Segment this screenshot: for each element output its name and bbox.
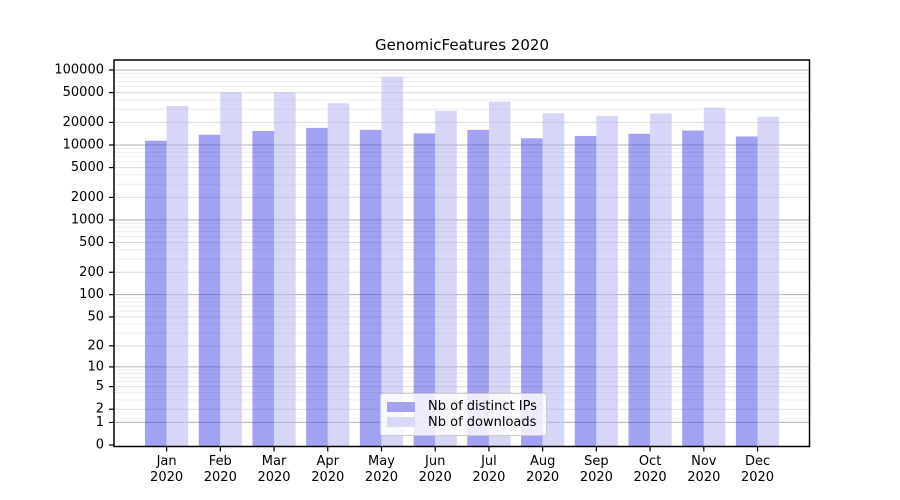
bar-dec-downloads bbox=[757, 116, 780, 446]
y-tick-label-500: 500 bbox=[79, 235, 104, 250]
bar-jan-downloads bbox=[166, 106, 189, 446]
y-tick-label-50: 50 bbox=[87, 309, 104, 324]
legend-item-downloads: Nb of downloads bbox=[387, 415, 538, 430]
y-tick-label-10000: 10000 bbox=[63, 137, 104, 152]
bar-jul-downloads bbox=[488, 101, 511, 446]
bar-sep-distinct-ips bbox=[574, 135, 597, 447]
y-tick-label-1: 1 bbox=[96, 415, 104, 430]
y-tick-label-1000: 1000 bbox=[71, 212, 104, 227]
y-tick-label-0: 0 bbox=[96, 438, 104, 453]
legend: Nb of distinct IPs Nb of downloads bbox=[380, 393, 547, 436]
legend-item-distinct-ips: Nb of distinct IPs bbox=[387, 399, 538, 414]
bar-feb-downloads bbox=[220, 92, 242, 446]
bar-jun-distinct-ips bbox=[413, 133, 436, 446]
plot-border bbox=[113, 59, 811, 448]
bar-may-distinct-ips bbox=[359, 129, 382, 446]
chart-title: GenomicFeatures 2020 bbox=[374, 36, 549, 54]
bar-dec-distinct-ips bbox=[735, 136, 758, 447]
x-tick-label-sep: Sep 2020 bbox=[580, 454, 613, 485]
y-tick-label-2000: 2000 bbox=[71, 190, 104, 205]
legend-swatch-distinct-ips bbox=[387, 401, 415, 412]
y-tick-label-5000: 5000 bbox=[71, 160, 104, 175]
bar-aug-distinct-ips bbox=[521, 138, 543, 447]
bar-sep-downloads bbox=[596, 115, 618, 446]
y-tick-label-20000: 20000 bbox=[63, 115, 104, 130]
bar-may-downloads bbox=[381, 76, 404, 446]
y-tick-label-200: 200 bbox=[79, 265, 104, 280]
y-tick-label-100000: 100000 bbox=[54, 62, 104, 77]
bar-mar-distinct-ips bbox=[252, 130, 275, 446]
x-tick-label-oct: Oct 2020 bbox=[634, 454, 667, 485]
y-tick-label-100: 100 bbox=[79, 287, 104, 302]
y-tick-label-50000: 50000 bbox=[63, 85, 104, 100]
y-tick-label-10: 10 bbox=[87, 359, 104, 374]
x-tick-label-dec: Dec 2020 bbox=[741, 454, 774, 485]
legend-swatch-downloads bbox=[387, 417, 415, 428]
bar-aug-downloads bbox=[542, 113, 565, 446]
x-tick-label-jan: Jan 2020 bbox=[150, 454, 183, 485]
bar-jun-downloads bbox=[435, 110, 457, 446]
bar-mar-downloads bbox=[274, 92, 296, 446]
bar-apr-distinct-ips bbox=[306, 127, 328, 447]
bar-nov-distinct-ips bbox=[682, 130, 704, 447]
x-tick-label-jun: Jun 2020 bbox=[419, 454, 452, 485]
x-tick-label-jul: Jul 2020 bbox=[472, 454, 505, 485]
x-tick-label-apr: Apr 2020 bbox=[311, 454, 344, 485]
y-tick-label-20: 20 bbox=[87, 338, 104, 353]
legend-label-distinct-ips: Nb of distinct IPs bbox=[428, 399, 537, 415]
x-tick-label-feb: Feb 2020 bbox=[204, 454, 237, 485]
bar-nov-downloads bbox=[703, 107, 726, 446]
bar-apr-downloads bbox=[327, 103, 350, 447]
x-tick-label-nov: Nov 2020 bbox=[687, 454, 720, 485]
x-tick-label-aug: Aug 2020 bbox=[526, 454, 559, 485]
bar-jan-distinct-ips bbox=[145, 140, 167, 446]
bar-oct-distinct-ips bbox=[628, 133, 651, 446]
y-tick-label-2: 2 bbox=[96, 402, 104, 417]
bar-feb-distinct-ips bbox=[198, 134, 221, 446]
x-tick-label-may: May 2020 bbox=[365, 454, 398, 485]
bar-jul-distinct-ips bbox=[467, 129, 489, 446]
y-tick-label-5: 5 bbox=[96, 379, 104, 394]
bar-oct-downloads bbox=[650, 113, 672, 446]
legend-label-downloads: Nb of downloads bbox=[428, 414, 537, 430]
x-tick-label-mar: Mar 2020 bbox=[257, 454, 290, 485]
